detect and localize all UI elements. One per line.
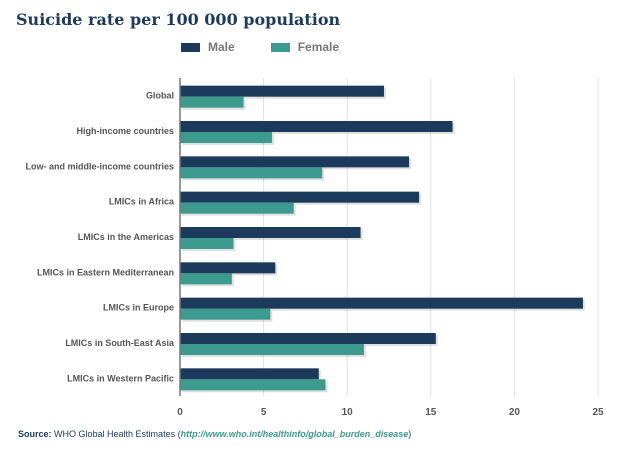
legend-label-female: Female — [297, 40, 340, 54]
bar-male-4 — [180, 227, 361, 238]
bar-female-5 — [180, 273, 232, 285]
bar-male-8 — [180, 368, 319, 380]
bar-male-7 — [180, 333, 436, 344]
x-tick-label-2: 10 — [342, 407, 354, 418]
x-tick-label-1: 5 — [261, 407, 267, 418]
x-tick-label-5: 25 — [592, 407, 604, 418]
category-label-3: LMICs in Africa — [109, 197, 175, 207]
legend: Male Female — [181, 40, 339, 54]
bar-female-0 — [180, 96, 244, 108]
source-label: Source: — [18, 429, 52, 439]
legend-swatch-male — [181, 42, 200, 52]
legend-item-female: Female — [270, 40, 340, 54]
chart-title: Suicide rate per 100 000 population — [16, 10, 341, 29]
bar-male-3 — [180, 191, 420, 203]
category-label-7: LMICs in South-East Asia — [65, 338, 175, 348]
source-text: WHO Global Health Estimates ( — [54, 429, 181, 439]
bar-male-0 — [180, 85, 384, 97]
bar-male-5 — [180, 262, 276, 274]
legend-swatch-female — [270, 42, 290, 52]
category-label-0: Global — [146, 91, 174, 101]
category-label-5: LMICs in Eastern Mediterranean — [37, 267, 174, 277]
legend-label-male: Male — [208, 40, 235, 54]
bar-female-1 — [180, 132, 272, 143]
source-url[interactable]: http://www.who.int/healthinfo/global_bur… — [180, 429, 409, 439]
bar-female-2 — [180, 167, 323, 179]
legend-item-male: Male — [181, 40, 235, 54]
category-label-6: LMICs in Europe — [103, 303, 174, 313]
bar-male-1 — [180, 121, 453, 132]
source-close: ) — [408, 429, 412, 439]
bar-female-6 — [180, 308, 271, 320]
bar-female-7 — [180, 344, 364, 355]
category-label-4: LMICs in the Americas — [78, 232, 174, 242]
bar-male-2 — [180, 156, 410, 168]
category-label-2: Low- and middle-income countries — [25, 161, 174, 171]
x-tick-label-3: 15 — [425, 407, 437, 418]
bar-male-6 — [180, 297, 583, 309]
category-label-1: High-income countries — [76, 126, 174, 136]
bar-female-4 — [180, 238, 234, 249]
bar-female-3 — [180, 202, 294, 214]
category-label-8: LMICs in Western Pacific — [67, 373, 174, 383]
source-note: Source: WHO Global Health Estimates (htt… — [18, 429, 411, 439]
x-tick-label-0: 0 — [177, 407, 183, 418]
bar-female-8 — [180, 379, 326, 391]
x-tick-label-4: 20 — [509, 407, 521, 418]
